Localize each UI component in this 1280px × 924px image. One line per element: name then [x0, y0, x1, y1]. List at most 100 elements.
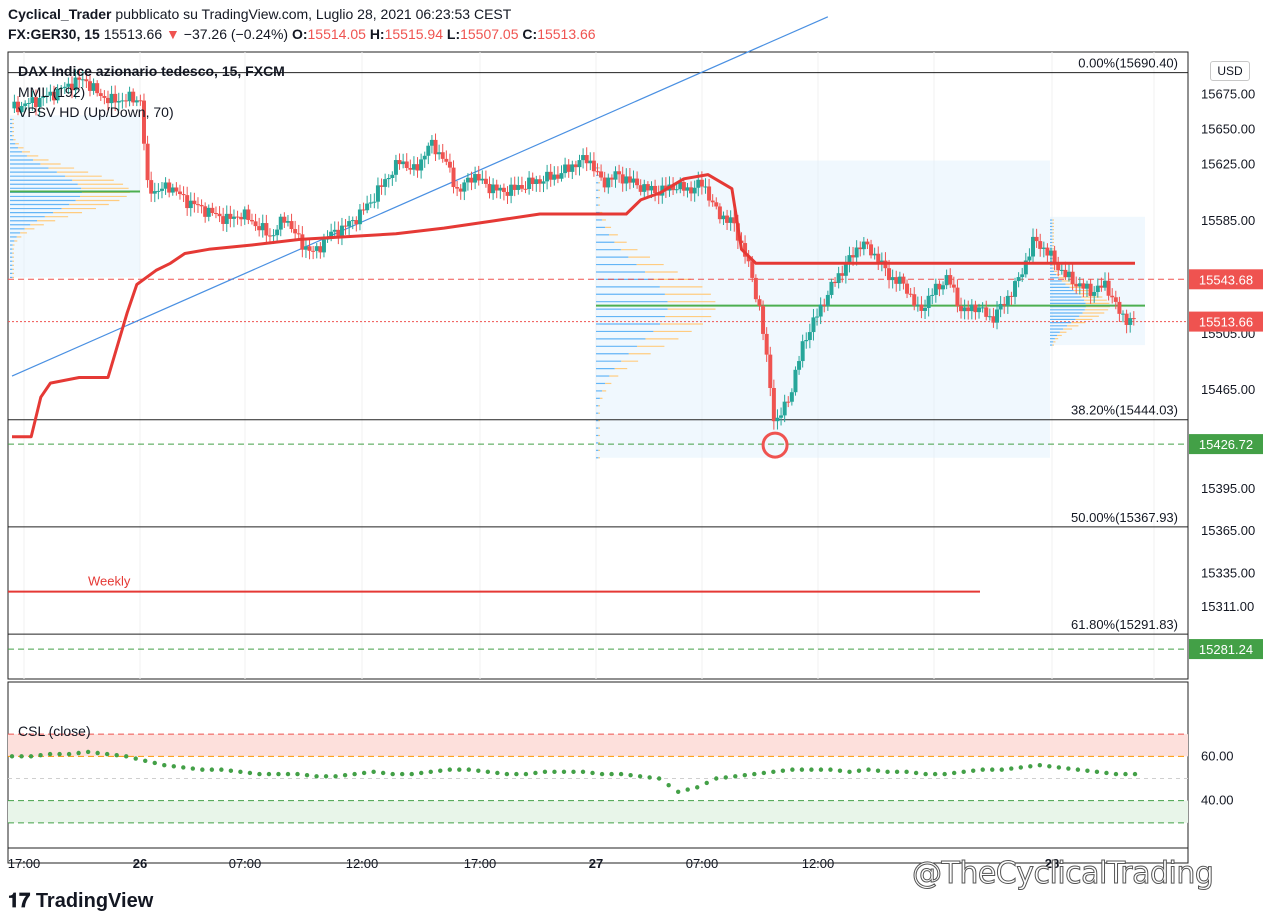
- candle-body: [127, 91, 132, 102]
- candle-body: [937, 283, 942, 290]
- candle-body: [771, 387, 776, 422]
- candle-body: [1027, 256, 1032, 261]
- tradingview-logo[interactable]: 𝟏𝟕 TradingView: [8, 890, 153, 913]
- indicator-vpsv-label[interactable]: VPSV HD (Up/Down, 70): [18, 104, 174, 120]
- osc-dot: [238, 769, 243, 775]
- osc-dot: [656, 776, 662, 781]
- candle-body: [998, 303, 1003, 310]
- candle-body: [1016, 277, 1021, 282]
- candle-body: [120, 100, 125, 102]
- candle-body: [1056, 263, 1061, 271]
- candle-body: [332, 229, 337, 232]
- author-name[interactable]: Cyclical_Trader: [8, 6, 112, 22]
- candle-body: [653, 185, 658, 193]
- candle-body: [465, 177, 470, 183]
- osc-dot: [476, 768, 481, 773]
- candle-body: [109, 93, 114, 104]
- currency-badge[interactable]: USD: [1210, 61, 1250, 81]
- high-value: 15515.94: [384, 26, 443, 42]
- candle-body: [645, 184, 650, 191]
- candle-body: [156, 190, 161, 192]
- osc-dot: [685, 787, 690, 792]
- candle-body: [372, 201, 377, 203]
- y-tick-label: 15335.00: [1201, 565, 1255, 580]
- candle-body: [948, 275, 953, 285]
- candle-body: [851, 255, 856, 258]
- candle-body: [1013, 281, 1018, 297]
- osc-dot: [894, 769, 900, 775]
- candle-body: [825, 294, 830, 306]
- candle-body: [185, 195, 190, 209]
- candle-body: [725, 215, 730, 223]
- candle-body: [1099, 285, 1104, 288]
- candle-body: [642, 184, 647, 192]
- candle-body: [167, 182, 172, 193]
- candle-body: [933, 283, 938, 295]
- osc-dot: [133, 756, 138, 761]
- osc-dot: [780, 768, 786, 773]
- candle-body: [84, 79, 89, 82]
- osc-dot: [1037, 763, 1043, 768]
- osc-dot: [1047, 764, 1052, 769]
- candle-body: [516, 185, 521, 190]
- osc-dot: [618, 771, 624, 777]
- osc-dot: [647, 775, 652, 780]
- candle-body: [1095, 285, 1100, 292]
- candle-body: [343, 225, 348, 227]
- author-watermark: @TheCyclicalTrading: [911, 856, 1214, 892]
- indicator-mml-label[interactable]: MML (192): [18, 84, 86, 100]
- candle-body: [1038, 241, 1043, 249]
- candle-body: [37, 97, 42, 108]
- close-value: 15513.66: [537, 26, 596, 42]
- oscillator-label[interactable]: CSL (close): [18, 723, 91, 739]
- osc-dot: [856, 768, 862, 773]
- osc-dot: [561, 769, 567, 775]
- osc-dot: [828, 767, 833, 772]
- candle-body: [696, 179, 701, 188]
- candle-body: [1034, 236, 1039, 242]
- candle-body: [843, 264, 848, 276]
- y-tick-label: 15365.00: [1201, 523, 1255, 538]
- price-badge-label: 15426.72: [1199, 437, 1253, 452]
- osc-dot: [295, 771, 300, 777]
- osc-dot: [1094, 769, 1100, 775]
- candle-body: [617, 171, 622, 175]
- osc-dot: [266, 771, 272, 777]
- main-pane-border: [7, 51, 1189, 680]
- candle-body: [307, 246, 312, 251]
- publish-info: Cyclical_Trader pubblicato su TradingVie…: [8, 6, 511, 22]
- candle-body: [51, 91, 56, 101]
- osc-dot: [733, 774, 738, 779]
- candle-body: [519, 185, 524, 189]
- osc-dot: [1018, 765, 1023, 770]
- x-tick-label: 07:00: [229, 856, 262, 871]
- candle-body: [926, 295, 931, 308]
- candle-body: [159, 188, 164, 191]
- osc-dot: [761, 770, 767, 776]
- osc-dot: [1085, 768, 1090, 773]
- osc-dot: [951, 770, 957, 776]
- candle-body: [210, 207, 215, 214]
- candle-body: [1031, 236, 1036, 257]
- y-tick-label: 15585.00: [1201, 213, 1255, 228]
- osc-dot: [143, 758, 148, 763]
- open-value: 15514.05: [307, 26, 366, 42]
- price-badge: [1189, 639, 1263, 660]
- candle-body: [1063, 269, 1068, 278]
- osc-dot: [609, 771, 614, 777]
- candle-body: [1128, 318, 1133, 325]
- candle-body: [404, 161, 409, 168]
- candle-body: [275, 229, 280, 236]
- y-tick-label: 15465.00: [1201, 382, 1255, 397]
- candle-body: [447, 161, 452, 168]
- candle-body: [523, 188, 528, 190]
- candle-body: [228, 213, 233, 219]
- x-tick-label: 07:00: [686, 856, 719, 871]
- x-tick-label: 17:00: [8, 856, 41, 871]
- osc-dot: [438, 768, 443, 773]
- candle-body: [919, 304, 924, 311]
- osc-dot: [999, 767, 1004, 772]
- osc-dot: [552, 769, 557, 775]
- candle-body: [530, 177, 535, 184]
